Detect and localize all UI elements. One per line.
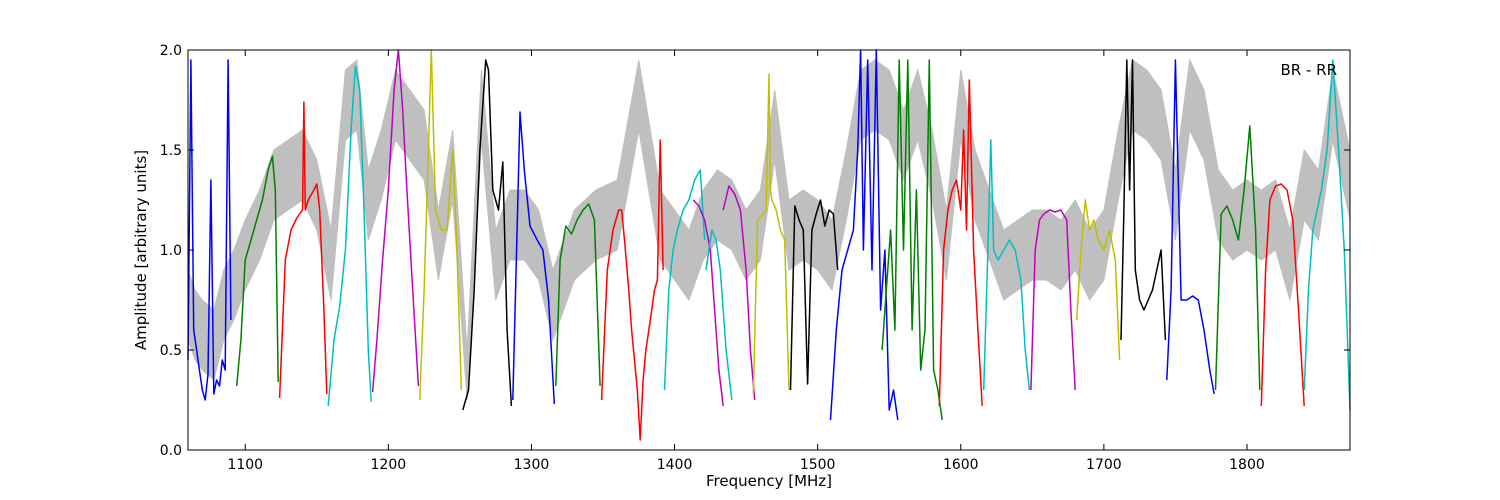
y-axis-label: Amplitude [arbitrary units] xyxy=(132,150,150,350)
x-tick-label: 1800 xyxy=(1229,457,1265,473)
series-line-26 xyxy=(1260,183,1305,407)
series-line-25 xyxy=(1214,125,1261,391)
series-line-6 xyxy=(419,49,463,401)
x-tick-label: 1200 xyxy=(371,457,407,473)
series-line-18 xyxy=(881,59,943,421)
series-line-19 xyxy=(938,79,983,407)
series-line-10 xyxy=(600,139,664,441)
y-tick-label: 0.0 xyxy=(160,443,182,459)
series-line-12 xyxy=(692,199,724,407)
series-line-20 xyxy=(982,139,1031,391)
series-layer xyxy=(187,49,1351,441)
x-tick-label: 1400 xyxy=(657,457,693,473)
annotation-label: BR - RR xyxy=(1280,61,1337,79)
series-line-16 xyxy=(789,199,839,391)
series-line-13 xyxy=(705,229,733,401)
series-line-21 xyxy=(1030,209,1076,391)
series-line-27 xyxy=(1303,59,1351,411)
series-line-22 xyxy=(1075,199,1121,361)
series-line-24 xyxy=(1166,59,1215,395)
y-tick-label: 1.0 xyxy=(160,243,182,259)
x-tick-label: 1700 xyxy=(1086,457,1122,473)
y-tick-label: 0.5 xyxy=(160,343,182,359)
series-line-3 xyxy=(278,101,328,399)
series-line-23 xyxy=(1120,59,1167,341)
y-tick-label: 2.0 xyxy=(160,43,182,59)
x-tick-label: 1300 xyxy=(514,457,550,473)
series-line-7 xyxy=(462,59,513,411)
x-tick-label: 1600 xyxy=(943,457,979,473)
x-tick-label: 1500 xyxy=(800,457,836,473)
series-line-17 xyxy=(829,49,899,421)
series-line-1 xyxy=(187,59,232,401)
series-line-8 xyxy=(512,111,556,405)
y-tick-label: 1.5 xyxy=(160,143,182,159)
tick-layer: 1100 1200 1300 1400 1500 1600 1700 1800 0.0 0.5 1.… xyxy=(160,43,1350,473)
series-line-5 xyxy=(371,49,420,393)
series-line-2 xyxy=(235,155,279,387)
series-line-4 xyxy=(327,65,372,407)
x-tick-label: 1100 xyxy=(227,457,263,473)
series-line-11 xyxy=(663,169,706,391)
series-line-15 xyxy=(752,73,790,395)
series-line-9 xyxy=(555,203,601,387)
x-axis-label: Frequency [MHz] xyxy=(706,472,832,490)
series-line-14 xyxy=(722,185,756,401)
